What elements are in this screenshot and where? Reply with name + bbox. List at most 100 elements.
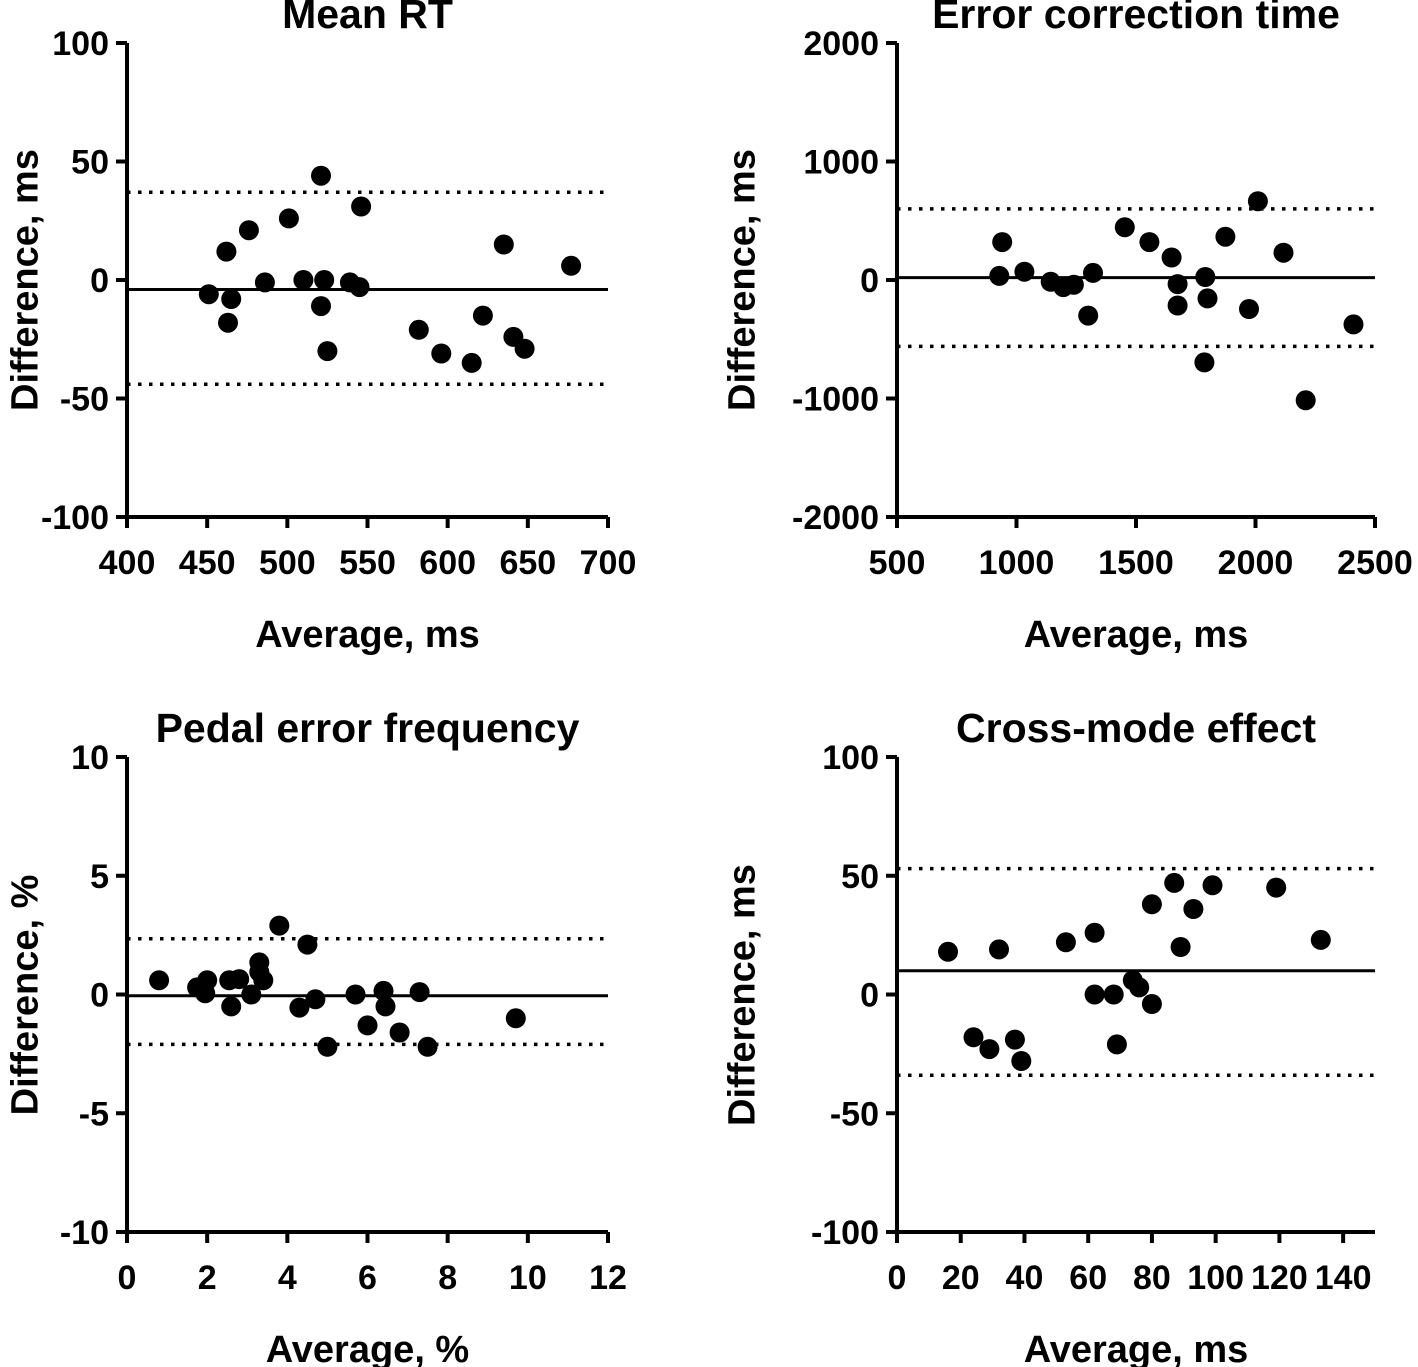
data-point [221, 289, 242, 309]
chart-cross-mode-effect: 100 50 0 -50 -100 0 20 40 60 80 100 120 140 Cross-mo… [709, 683, 1418, 1367]
data-point [305, 989, 326, 1010]
y-tick-label: 100 [822, 739, 879, 777]
data-point [249, 952, 270, 973]
y-tick-label: 0 [860, 977, 879, 1015]
x-axis-label: Average, ms [1023, 614, 1249, 656]
data-point [1247, 191, 1268, 212]
y-tick-label: -10 [60, 1214, 109, 1252]
x-tick-label: 2 [198, 1259, 217, 1297]
x-tick-label: 0 [118, 1259, 137, 1297]
data-point [1167, 274, 1188, 295]
x-tick-label: 600 [419, 544, 476, 582]
data-point [1197, 288, 1218, 309]
y-tick-label: 10 [71, 739, 109, 777]
data-point [1164, 872, 1185, 893]
data-point [1084, 984, 1105, 1005]
y-tick-label: 1000 [803, 144, 879, 182]
x-axis-label: Average, ms [1023, 1329, 1249, 1367]
axis-lines [895, 43, 1375, 519]
data-point [1170, 937, 1191, 957]
data-point [218, 312, 238, 333]
y-axis-label: Difference, ms [4, 149, 47, 411]
data-point [1215, 226, 1236, 247]
y-tick-label: -5 [79, 1095, 109, 1133]
data-point [241, 984, 262, 1005]
x-tick-label: 60 [1069, 1259, 1107, 1297]
x-tick-label: 2000 [1218, 544, 1294, 582]
data-point [216, 241, 237, 262]
y-tick-label: -2000 [792, 499, 879, 537]
data-point [1266, 877, 1287, 898]
data-point [989, 939, 1009, 960]
y-tick-label: 0 [90, 262, 109, 300]
x-tick-label: 700 [580, 544, 637, 582]
data-point [1295, 390, 1316, 411]
x-tick-label: 100 [1187, 1259, 1244, 1297]
data-point [1139, 232, 1160, 253]
x-tick-label: 0 [888, 1259, 907, 1297]
data-point [345, 984, 366, 1005]
y-tick-label: 50 [841, 858, 879, 896]
data-point [472, 305, 493, 326]
x-tick-label: 500 [259, 544, 316, 582]
x-tick-label: 6 [358, 1259, 377, 1297]
chart-title: Error correction time [932, 0, 1340, 37]
x-tick-label: 10 [509, 1259, 547, 1297]
data-point [373, 980, 394, 1001]
data-point [1103, 984, 1124, 1005]
y-axis-label: Difference, ms [721, 149, 764, 411]
y-axis-label: Difference, % [4, 874, 47, 1115]
data-point [992, 232, 1013, 253]
data-point [198, 284, 219, 305]
data-point [297, 934, 318, 955]
y-tick-label: 2000 [803, 25, 879, 63]
data-point [431, 343, 452, 364]
axis-lines [125, 43, 608, 519]
data-point [1083, 262, 1103, 283]
x-tick-label: 120 [1251, 1259, 1308, 1297]
chart-title: Mean RT [282, 0, 453, 37]
data-point [1106, 1034, 1127, 1055]
data-point [1167, 295, 1188, 316]
x-axis-label: Average, % [265, 1329, 470, 1367]
chart-mean-rt: 100 50 0 -50 -100 400 450 500 550 600 650 700 Mean … [0, 0, 709, 683]
data-point [311, 165, 331, 186]
data-point [1183, 899, 1204, 919]
data-point [1114, 217, 1135, 238]
data-point [311, 296, 331, 317]
data-point [1078, 305, 1099, 326]
data-point [1202, 875, 1223, 896]
data-point [317, 1036, 338, 1057]
y-tick-label: -50 [830, 1095, 879, 1133]
x-tick-label: 80 [1133, 1259, 1171, 1297]
data-point [408, 319, 429, 340]
data-point [197, 970, 218, 991]
data-point [317, 341, 338, 362]
data-point [351, 196, 372, 217]
x-tick-label: 1500 [1098, 544, 1174, 582]
data-point [409, 982, 430, 1003]
data-point [1194, 352, 1215, 373]
x-tick-label: 8 [438, 1259, 457, 1297]
data-point [1239, 299, 1259, 319]
x-tick-label: 1000 [979, 544, 1055, 582]
y-axis-label: Difference, ms [721, 863, 764, 1126]
x-tick-label: 2500 [1337, 544, 1413, 582]
data-point [1310, 929, 1331, 950]
data-point [1161, 247, 1182, 268]
data-point [1011, 1051, 1032, 1071]
chart-error-correction-time: 2000 1000 0 -1000 -2000 500 1000 1500 2000 2500 E… [709, 0, 1418, 683]
data-point [229, 969, 250, 990]
data-point [1141, 894, 1162, 915]
x-tick-label: 140 [1315, 1259, 1372, 1297]
data-point [1084, 922, 1105, 943]
scatter-plot-canvas: 2000 1000 0 -1000 -2000 500 1000 1500 2000 2500 [792, 25, 1413, 582]
chart-title: Cross-mode effect [956, 705, 1316, 751]
y-tick-label: 0 [860, 262, 879, 300]
x-tick-label: 40 [1006, 1259, 1044, 1297]
chart-title: Pedal error frequency [155, 705, 580, 751]
data-point [375, 996, 396, 1017]
